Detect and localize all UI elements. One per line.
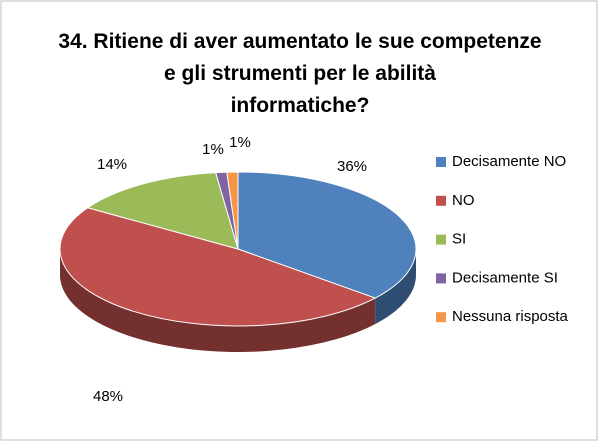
data-label: 36% bbox=[337, 158, 367, 175]
legend-label: Nessuna risposta bbox=[452, 308, 569, 325]
legend-swatch bbox=[436, 195, 446, 206]
legend-label: Decisamente NO bbox=[452, 153, 566, 170]
slice-side bbox=[59, 249, 376, 352]
legend-swatch bbox=[436, 312, 446, 323]
slice bbox=[59, 207, 377, 327]
chart-title: 34. Ritiene di aver aumentato le sue com… bbox=[58, 30, 541, 117]
legend-swatch bbox=[436, 234, 446, 245]
legend-label: NO bbox=[452, 192, 475, 209]
legend-swatch bbox=[436, 273, 446, 284]
slice bbox=[237, 171, 417, 299]
legend-label: SI bbox=[452, 231, 466, 248]
legend-swatch bbox=[436, 157, 446, 167]
slice bbox=[86, 172, 239, 250]
data-label: 1% bbox=[229, 134, 251, 151]
slice bbox=[226, 171, 239, 250]
legend-label: Decisamente SI bbox=[452, 269, 558, 286]
slice-side bbox=[375, 249, 416, 325]
data-label: 48% bbox=[93, 388, 123, 405]
data-label: 1% bbox=[202, 141, 224, 158]
data-label: 14% bbox=[97, 156, 127, 173]
